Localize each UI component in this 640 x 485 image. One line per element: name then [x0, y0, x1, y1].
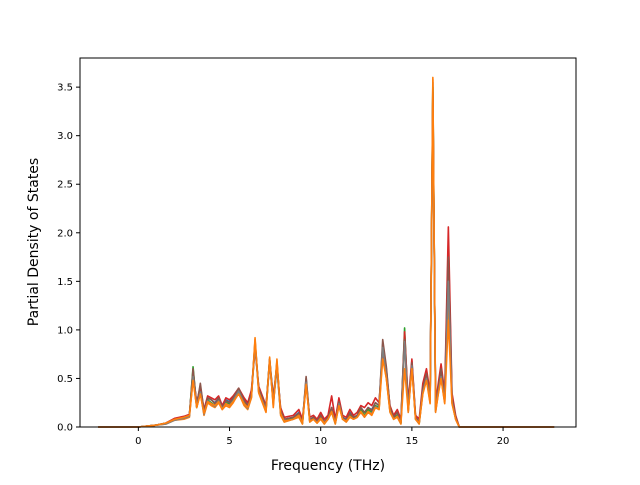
- plot-area-background: [80, 58, 576, 427]
- y-tick-label: 3.5: [57, 83, 73, 94]
- x-tick-label: 15: [406, 436, 419, 447]
- x-axis-label: Frequency (THz): [271, 458, 385, 474]
- y-axis-ticks: 0.0 0.5 1.0 1.5 2.0 2.5 3.0 3.5: [57, 83, 80, 434]
- y-tick-label: 3.0: [57, 131, 73, 142]
- series-line-7: [98, 78, 555, 428]
- series-line-4: [98, 96, 555, 428]
- plot-frame: [79, 57, 577, 428]
- y-tick-label: 1.5: [57, 277, 73, 288]
- series-line-5: [98, 91, 555, 428]
- x-axis-ticks: 0 5 10 15 20: [135, 427, 509, 447]
- x-tick-label: 0: [135, 436, 141, 447]
- y-tick-label: 2.5: [57, 180, 73, 191]
- series-group: [98, 76, 555, 428]
- y-tick-label: 1.0: [57, 325, 73, 336]
- x-tick-label: 10: [314, 436, 327, 447]
- y-axis-label: Partial Density of States: [26, 158, 42, 326]
- y-tick-label: 0.0: [57, 423, 73, 434]
- x-tick-label: 5: [226, 436, 232, 447]
- y-tick-label: 2.0: [57, 228, 73, 239]
- y-tick-label: 0.5: [57, 374, 73, 385]
- x-tick-label: 20: [497, 436, 510, 447]
